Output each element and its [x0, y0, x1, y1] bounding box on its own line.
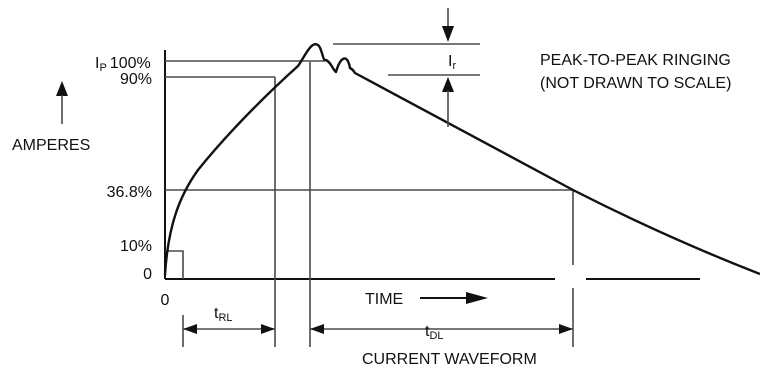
- time-label: TIME: [365, 291, 403, 308]
- ten-percent-label: 10%: [120, 238, 152, 255]
- ringing-note-line-2: (NOT DRAWN TO SCALE): [540, 75, 731, 92]
- tdl-dimension-arrow: [310, 324, 573, 334]
- thirty-six-point-eight-label: 36.8%: [107, 184, 152, 201]
- current-waveform-caption: CURRENT WAVEFORM: [362, 351, 537, 368]
- tdl-label: tDL: [425, 323, 444, 342]
- trl-label: tRL: [214, 305, 233, 324]
- time-arrow: [420, 292, 488, 304]
- ringing-up-arrow: [442, 77, 454, 127]
- trl-dimension-arrow: [182, 315, 275, 347]
- amperes-label: AMPERES: [12, 137, 90, 154]
- ringing-note-line-1: PEAK-TO-PEAK RINGING: [540, 52, 731, 69]
- ninety-percent-label: 90%: [120, 71, 152, 88]
- zero-x-label: 0: [161, 292, 170, 309]
- amperes-arrow: [56, 81, 68, 124]
- ten-percent-marker: [165, 250, 184, 279]
- ir-label: Ir: [448, 53, 456, 72]
- ringing-down-arrow: [442, 8, 454, 42]
- zero-y-label: 0: [143, 266, 152, 283]
- current-waveform-curve: [163, 43, 760, 276]
- ip-100-label: IP 100%: [95, 55, 151, 74]
